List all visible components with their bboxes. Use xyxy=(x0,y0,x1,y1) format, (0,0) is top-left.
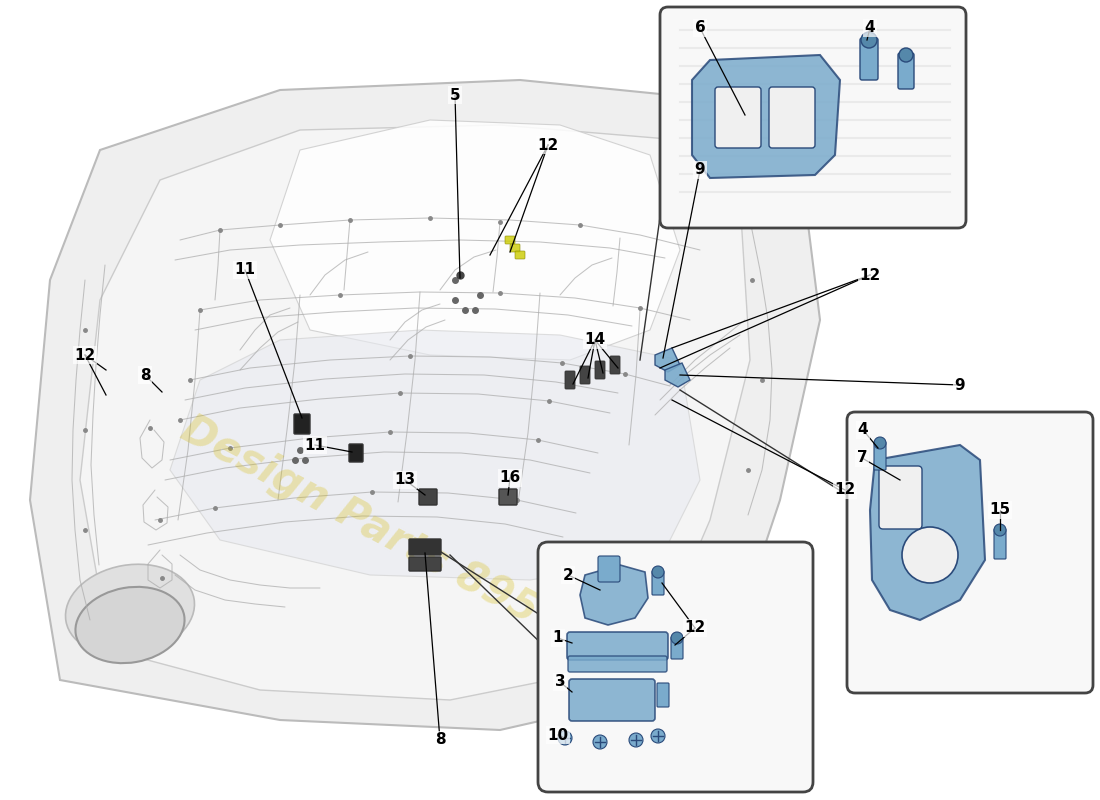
FancyBboxPatch shape xyxy=(994,529,1006,559)
Text: 4: 4 xyxy=(865,21,876,35)
FancyBboxPatch shape xyxy=(515,251,525,259)
Text: 11: 11 xyxy=(234,262,255,278)
Text: 7: 7 xyxy=(857,450,867,466)
FancyBboxPatch shape xyxy=(409,557,441,571)
Text: 12: 12 xyxy=(859,267,881,282)
Circle shape xyxy=(652,566,664,578)
FancyBboxPatch shape xyxy=(898,53,914,89)
FancyBboxPatch shape xyxy=(580,366,590,384)
Text: 15: 15 xyxy=(989,502,1011,518)
Polygon shape xyxy=(870,445,984,620)
FancyBboxPatch shape xyxy=(505,236,515,244)
FancyBboxPatch shape xyxy=(294,414,310,434)
FancyBboxPatch shape xyxy=(349,444,363,462)
Text: 13: 13 xyxy=(395,473,416,487)
FancyBboxPatch shape xyxy=(769,87,815,148)
Circle shape xyxy=(629,733,644,747)
Polygon shape xyxy=(30,80,820,730)
FancyBboxPatch shape xyxy=(860,38,878,80)
Text: 9: 9 xyxy=(695,162,705,178)
Text: 6: 6 xyxy=(694,21,705,35)
FancyBboxPatch shape xyxy=(657,683,669,707)
Ellipse shape xyxy=(76,587,185,663)
Circle shape xyxy=(593,735,607,749)
Text: 8: 8 xyxy=(140,367,151,382)
Text: 12: 12 xyxy=(684,621,705,635)
Text: 12: 12 xyxy=(75,347,96,362)
Text: Design Parts 895: Design Parts 895 xyxy=(174,408,546,632)
FancyBboxPatch shape xyxy=(652,571,664,595)
FancyBboxPatch shape xyxy=(419,489,437,505)
Ellipse shape xyxy=(625,567,735,642)
Ellipse shape xyxy=(66,564,195,656)
FancyBboxPatch shape xyxy=(565,371,575,389)
Text: 12: 12 xyxy=(538,138,559,153)
Circle shape xyxy=(994,524,1006,536)
FancyBboxPatch shape xyxy=(715,87,761,148)
Text: 2: 2 xyxy=(562,567,573,582)
Text: 10: 10 xyxy=(548,727,569,742)
Circle shape xyxy=(671,632,683,644)
FancyBboxPatch shape xyxy=(671,637,683,659)
Text: 14: 14 xyxy=(584,333,606,347)
Circle shape xyxy=(558,731,572,745)
Polygon shape xyxy=(666,363,690,387)
FancyBboxPatch shape xyxy=(538,542,813,792)
Polygon shape xyxy=(270,120,680,360)
FancyBboxPatch shape xyxy=(568,656,667,672)
Polygon shape xyxy=(580,565,648,625)
Circle shape xyxy=(899,48,913,62)
Polygon shape xyxy=(692,55,840,178)
Text: 4: 4 xyxy=(858,422,868,438)
FancyBboxPatch shape xyxy=(595,361,605,379)
Text: 9: 9 xyxy=(955,378,966,393)
FancyBboxPatch shape xyxy=(879,466,922,529)
FancyBboxPatch shape xyxy=(499,489,517,505)
Circle shape xyxy=(861,32,877,48)
FancyBboxPatch shape xyxy=(569,679,654,721)
Polygon shape xyxy=(654,348,680,372)
Text: 11: 11 xyxy=(305,438,326,453)
Ellipse shape xyxy=(615,545,745,635)
FancyBboxPatch shape xyxy=(409,539,441,555)
Text: 1: 1 xyxy=(552,630,563,646)
Circle shape xyxy=(902,527,958,583)
Text: 12: 12 xyxy=(835,482,856,498)
FancyBboxPatch shape xyxy=(847,412,1093,693)
Text: 3: 3 xyxy=(554,674,565,690)
FancyBboxPatch shape xyxy=(610,356,620,374)
Text: 16: 16 xyxy=(499,470,520,486)
Polygon shape xyxy=(170,330,700,580)
Circle shape xyxy=(651,729,666,743)
FancyBboxPatch shape xyxy=(598,556,620,582)
Polygon shape xyxy=(80,125,750,700)
Circle shape xyxy=(874,437,886,449)
Text: 8: 8 xyxy=(434,733,446,747)
Text: 5: 5 xyxy=(450,87,460,102)
FancyBboxPatch shape xyxy=(874,442,886,470)
FancyBboxPatch shape xyxy=(510,244,520,252)
FancyBboxPatch shape xyxy=(566,632,668,660)
FancyBboxPatch shape xyxy=(660,7,966,228)
